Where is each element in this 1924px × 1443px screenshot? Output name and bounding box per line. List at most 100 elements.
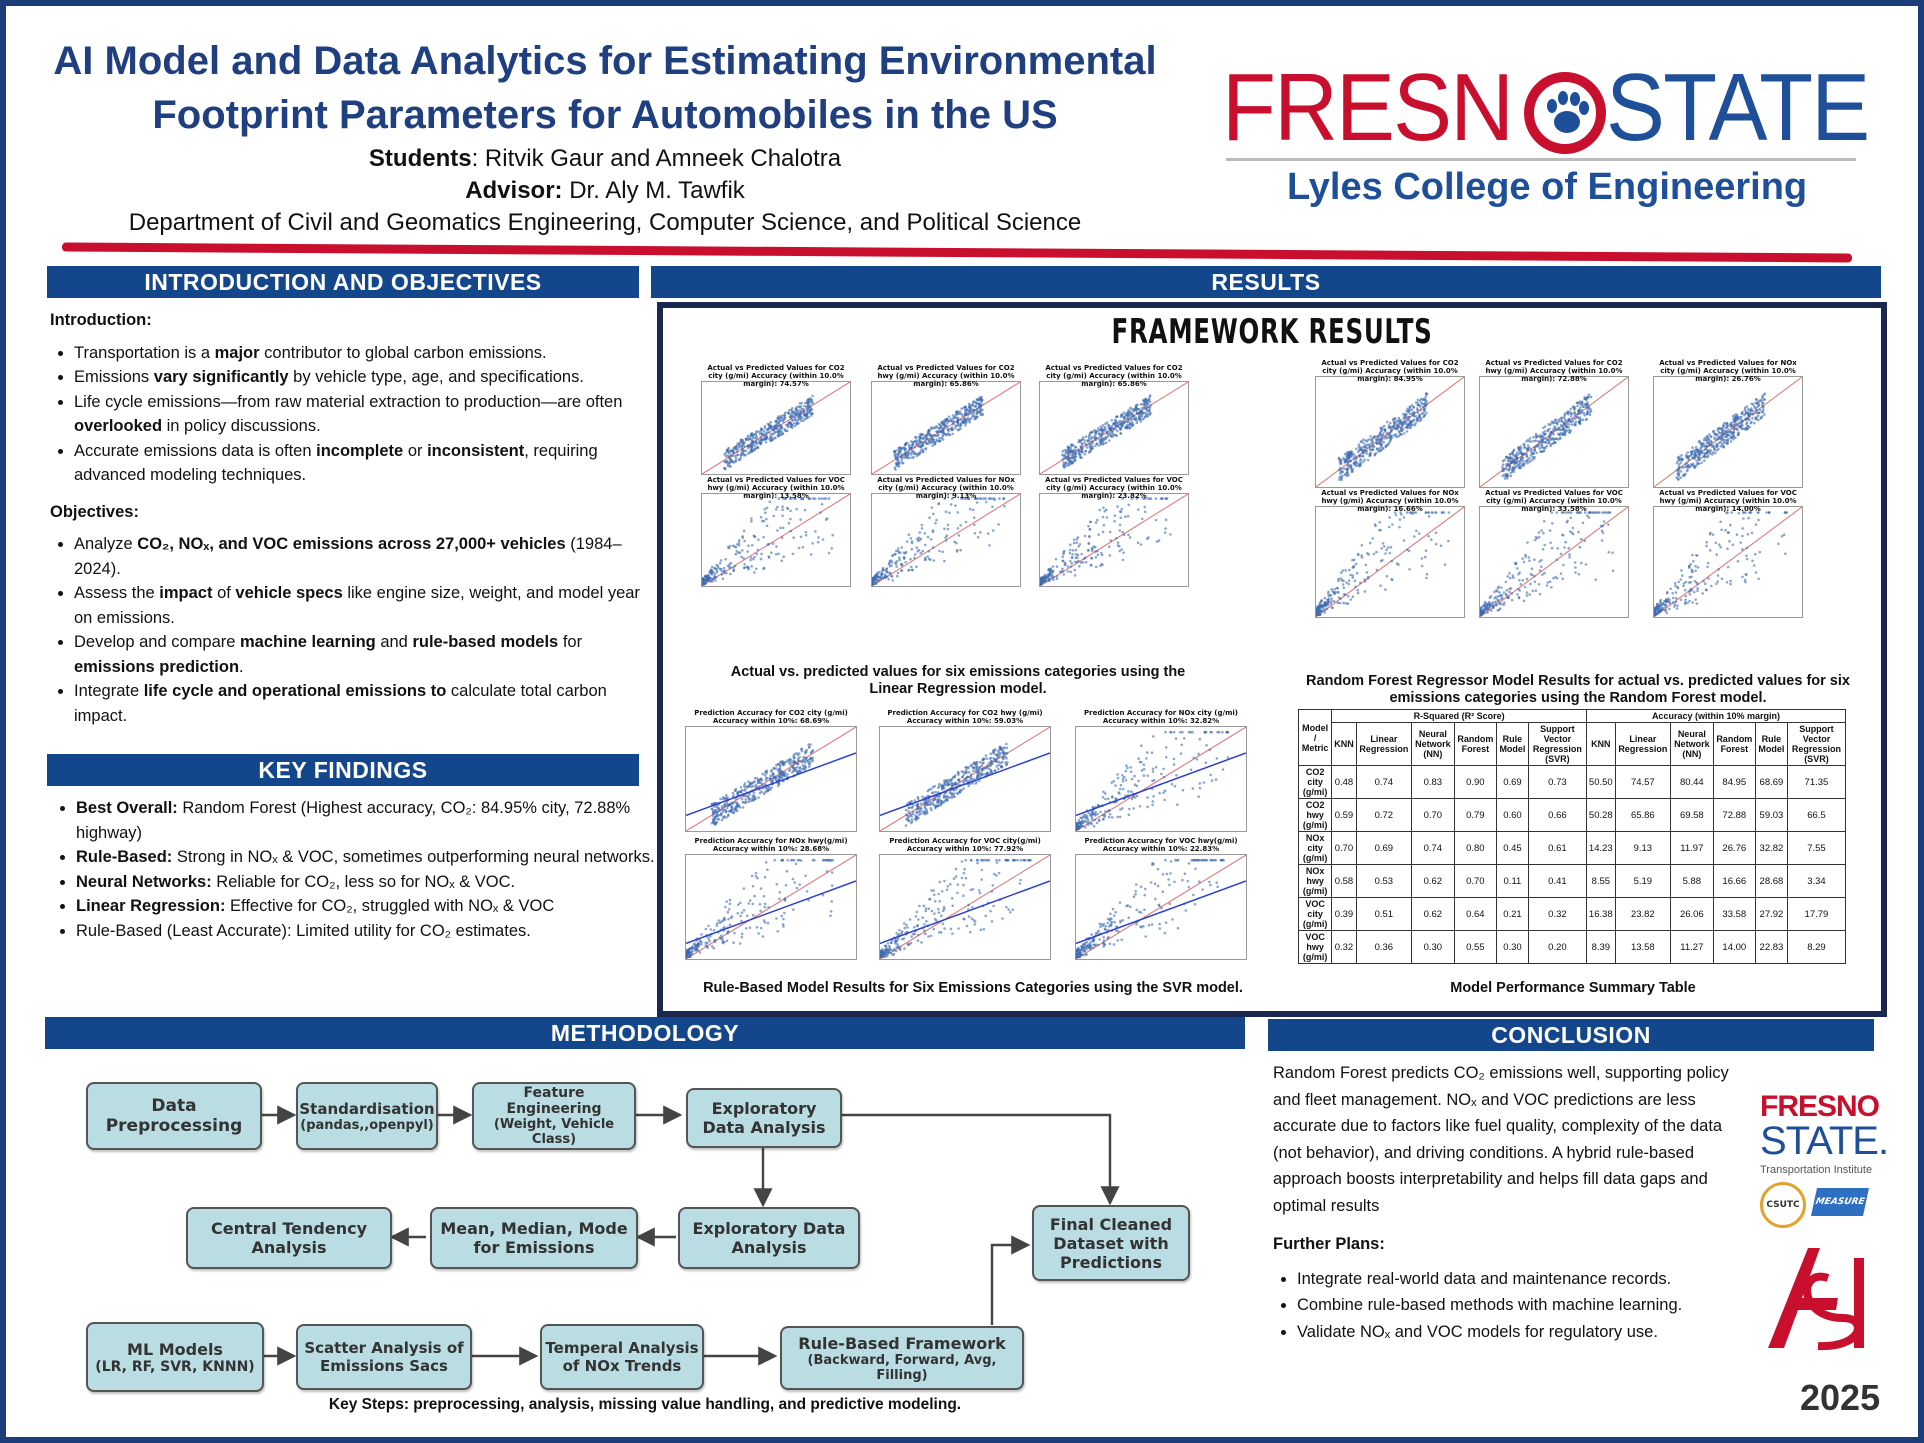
plot-title: Actual vs Predicted Values for CO2 city … xyxy=(707,364,845,388)
table-cell-accuracy: 32.82 xyxy=(1754,831,1788,865)
performance-table: Model / Metric R-Squared (R² Score) Accura… xyxy=(1297,709,1847,964)
table-header-r2: Neural Network (NN) xyxy=(1410,722,1455,766)
table-cell-accuracy: 9.13 xyxy=(1614,831,1671,865)
table-cell-accuracy: 5.88 xyxy=(1669,864,1714,898)
table-cell-r2: 0.70 xyxy=(1331,831,1357,865)
linear-plot: Actual vs Predicted Values for CO2 hwy (… xyxy=(871,364,1021,475)
table-row-metric: VOC hwy (g/mi) xyxy=(1297,930,1333,964)
table-cell-r2: 0.80 xyxy=(1453,831,1497,865)
table-cell-r2: 0.39 xyxy=(1331,897,1357,931)
table-cell-r2: 0.45 xyxy=(1495,831,1529,865)
svr-caption: Rule-Based Model Results for Six Emissio… xyxy=(703,980,1243,996)
svr-plot: Prediction Accuracy for NOx city (g/mi) … xyxy=(1074,709,1247,832)
rf-plot: Actual vs Predicted Values for VOC city … xyxy=(1478,489,1629,618)
conclusion-section: Random Forest predicts CO₂ emissions wel… xyxy=(1273,1060,1755,1357)
table-cell-accuracy: 72.88 xyxy=(1712,798,1756,832)
table-header-r2: Rule Model xyxy=(1495,722,1529,766)
table-cell-accuracy: 66.5 xyxy=(1786,798,1847,832)
linear-plot: Actual vs Predicted Values for NOx city … xyxy=(870,476,1021,587)
methodology-caption: Key Steps: preprocessing, analysis, miss… xyxy=(328,1396,962,1413)
table-cell-accuracy: 74.57 xyxy=(1614,765,1671,799)
table-header-r2: Random Forest xyxy=(1453,722,1497,766)
table-cell-accuracy: 8.55 xyxy=(1585,864,1616,898)
table-cell-r2: 0.48 xyxy=(1331,765,1357,799)
plot-title: Actual vs Predicted Values for VOC hwy (… xyxy=(707,476,845,500)
methodology-flowchart: Data Preprocessing Standardisation (panda… xyxy=(40,1060,1250,1420)
conclusion-paragraph: Random Forest predicts CO₂ emissions wel… xyxy=(1273,1064,1729,1215)
table-cell-r2: 0.59 xyxy=(1331,798,1357,832)
table-cell-accuracy: 8.29 xyxy=(1786,930,1847,964)
framework-title: FRAMEWORK RESULTS xyxy=(1111,312,1433,352)
plot-title: Actual vs Predicted Values for CO2 hwy (… xyxy=(1485,359,1623,383)
table-cell-accuracy: 13.58 xyxy=(1614,930,1671,964)
box-ml-models: ML Models (LR, RF, SVR, KNNN) xyxy=(86,1322,264,1392)
table-group-accuracy: Accuracy (within 10% margin) xyxy=(1585,709,1847,723)
linear-plot: Actual vs Predicted Values for VOC city … xyxy=(1038,476,1189,587)
table-cell-r2: 0.55 xyxy=(1453,930,1497,964)
plot-title: Prediction Accuracy for CO2 hwy (g/mi) A… xyxy=(887,709,1043,725)
objectives-label: Objectives: xyxy=(50,502,139,521)
table-cell-r2: 0.41 xyxy=(1527,864,1587,898)
linear-plot: Actual vs Predicted Values for CO2 city … xyxy=(701,364,851,475)
further-plans-list: Integrate real-world data and maintenanc… xyxy=(1273,1266,1755,1346)
box-central-tendency: Central Tendency Analysis xyxy=(186,1207,392,1269)
table-group-r2: R-Squared (R² Score) xyxy=(1331,709,1587,723)
results-heading: RESULTS xyxy=(651,266,1881,298)
svr-plot: Prediction Accuracy for CO2 city (g/mi) … xyxy=(685,709,857,832)
table-cell-accuracy: 8.39 xyxy=(1585,930,1616,964)
table-row-metric: VOC city (g/mi) xyxy=(1297,897,1333,931)
box-eda-middle: Exploratory Data Analysis xyxy=(678,1207,860,1269)
table-cell-r2: 0.11 xyxy=(1495,864,1529,898)
table-cell-accuracy: 16.38 xyxy=(1585,897,1616,931)
table-cell-r2: 0.70 xyxy=(1453,864,1497,898)
table-header-accuracy: Rule Model xyxy=(1754,722,1788,766)
plot-title: Actual vs Predicted Values for VOC city … xyxy=(1045,476,1183,500)
further-plan-item: Integrate real-world data and maintenanc… xyxy=(1297,1266,1755,1293)
table-cell-r2: 0.72 xyxy=(1355,798,1412,832)
rf-plot: Actual vs Predicted Values for VOC hwy (… xyxy=(1652,489,1803,618)
plot-title: Actual vs Predicted Values for NOx city … xyxy=(1659,359,1797,383)
svr-plot: Prediction Accuracy for VOC hwy(g/mi) Ac… xyxy=(1074,837,1247,960)
table-cell-r2: 0.53 xyxy=(1355,864,1412,898)
table-header-accuracy: Linear Regression xyxy=(1614,722,1671,766)
table-row-metric: NOx hwy (g/mi) xyxy=(1297,864,1333,898)
framework-results-panel: FRAMEWORK RESULTS Actual vs Predicted Va… xyxy=(657,302,1887,1017)
plot-title: Prediction Accuracy for VOC city(g/mi) A… xyxy=(889,837,1041,853)
plot-title: Prediction Accuracy for CO2 city (g/mi) … xyxy=(694,709,848,725)
table-row-metric: CO2 hwy (g/mi) xyxy=(1297,798,1333,832)
box-mean-median-mode: Mean, Median, Mode for Emissions xyxy=(430,1207,638,1269)
table-cell-r2: 0.73 xyxy=(1527,765,1587,799)
table-cell-accuracy: 50.28 xyxy=(1585,798,1616,832)
table-cell-accuracy: 23.82 xyxy=(1614,897,1671,931)
plot-title: Actual vs Predicted Values for NOx hwy (… xyxy=(1321,489,1459,513)
intro-label: Introduction: xyxy=(50,311,152,329)
table-cell-r2: 0.74 xyxy=(1355,765,1412,799)
table-cell-r2: 0.51 xyxy=(1355,897,1412,931)
box-feature-engineering: Feature Engineering (Weight, Vehicle Clas… xyxy=(472,1082,636,1150)
intro-bullet: Accurate emissions data is often incompl… xyxy=(74,439,660,488)
box-scatter-analysis: Scatter Analysis of Emissions Sacs xyxy=(296,1324,472,1390)
table-cell-r2: 0.83 xyxy=(1410,765,1455,799)
table-cell-accuracy: 5.19 xyxy=(1614,864,1671,898)
rf-caption: Random Forest Regressor Model Results fo… xyxy=(1306,673,1850,706)
paw-icon xyxy=(1524,72,1606,154)
table-header-metric: Model / Metric xyxy=(1297,709,1333,766)
table-cell-r2: 0.60 xyxy=(1495,798,1529,832)
flow-arrows xyxy=(261,1105,1120,1366)
further-plan-item: Combine rule-based methods with machine … xyxy=(1297,1292,1755,1319)
table-header-accuracy: KNN xyxy=(1585,722,1616,766)
table-cell-r2: 0.32 xyxy=(1331,930,1357,964)
svr-plot: Prediction Accuracy for CO2 hwy (g/mi) A… xyxy=(879,709,1051,832)
fresno-state-logo: FRESN STATE Lyles College of Engineering xyxy=(1222,54,1870,209)
methodology-heading: METHODOLOGY xyxy=(45,1017,1245,1049)
table-cell-accuracy: 17.79 xyxy=(1786,897,1847,931)
table-cell-accuracy: 69.58 xyxy=(1669,798,1714,832)
table-cell-accuracy: 50.50 xyxy=(1585,765,1616,799)
plot-title: Actual vs Predicted Values for CO2 city … xyxy=(1321,359,1459,383)
intro-heading: INTRODUCTION AND OBJECTIVES xyxy=(47,266,639,298)
table-cell-r2: 0.36 xyxy=(1355,930,1412,964)
table-cell-r2: 0.64 xyxy=(1453,897,1497,931)
table-cell-r2: 0.69 xyxy=(1495,765,1529,799)
intro-section: Introduction: Transportation is a major … xyxy=(50,308,660,740)
box-standardisation: Standardisation (pandas,,openpyl) xyxy=(296,1082,438,1150)
